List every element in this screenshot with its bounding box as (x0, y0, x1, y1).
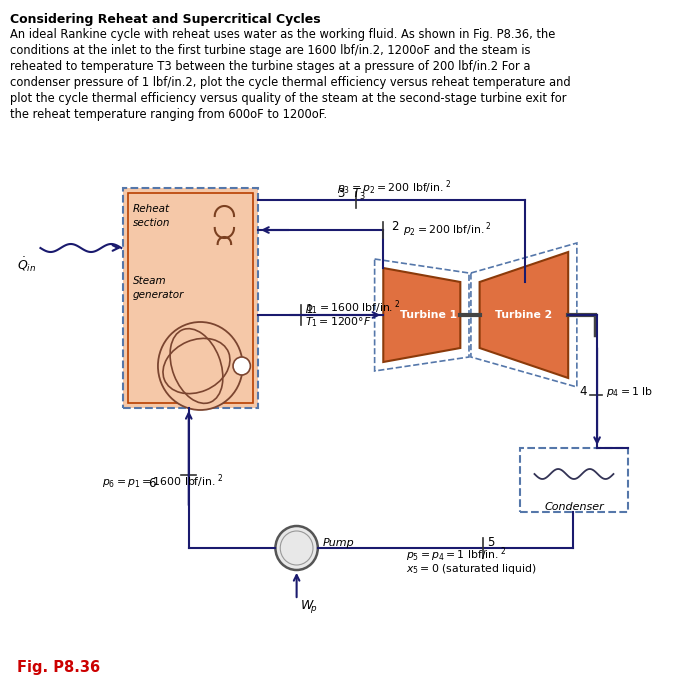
Text: $p_2 = 200\ \mathrm{lbf/in.}^2$: $p_2 = 200\ \mathrm{lbf/in.}^2$ (402, 220, 491, 238)
Text: condenser pressure of 1 lbf/in.2, plot the cycle thermal efficiency versus rehea: condenser pressure of 1 lbf/in.2, plot t… (10, 76, 570, 89)
Circle shape (158, 322, 243, 410)
Text: plot the cycle thermal efficiency versus quality of the steam at the second-stag: plot the cycle thermal efficiency versus… (10, 92, 566, 105)
Text: $\dot{Q}_{in}$: $\dot{Q}_{in}$ (18, 255, 36, 274)
Text: Fig. P8.36: Fig. P8.36 (18, 660, 101, 675)
Text: $p_4 = 1\ \mathrm{lb}$: $p_4 = 1\ \mathrm{lb}$ (606, 385, 653, 399)
Text: generator: generator (133, 290, 184, 300)
Text: Considering Reheat and Supercritical Cycles: Considering Reheat and Supercritical Cyc… (10, 13, 321, 26)
Text: $5$: $5$ (487, 536, 496, 549)
Text: Condenser: Condenser (544, 502, 604, 512)
Bar (520, 448, 628, 512)
Bar (123, 188, 258, 408)
Text: $p_6 = p_1 = 1600\ \mathrm{lbf/in.}^2$: $p_6 = p_1 = 1600\ \mathrm{lbf/in.}^2$ (102, 473, 223, 491)
Text: reheated to temperature T3 between the turbine stages at a pressure of 200 lbf/i: reheated to temperature T3 between the t… (10, 60, 530, 73)
Text: $3\ \ T_3$: $3\ \ T_3$ (337, 187, 366, 202)
Text: $W_{\!p}$: $W_{\!p}$ (300, 598, 318, 615)
Polygon shape (384, 268, 461, 362)
Text: Turbine 2: Turbine 2 (495, 310, 552, 320)
Text: the reheat temperature ranging from 600oF to 1200oF.: the reheat temperature ranging from 600o… (10, 108, 327, 121)
Text: Steam: Steam (133, 276, 167, 286)
Circle shape (233, 357, 251, 375)
Text: conditions at the inlet to the first turbine stage are 1600 lbf/in.2, 1200oF and: conditions at the inlet to the first tur… (10, 44, 530, 57)
Text: $p_5 = p_4 = 1\ \mathrm{lbf/in.}^2$: $p_5 = p_4 = 1\ \mathrm{lbf/in.}^2$ (407, 545, 507, 564)
Text: $T_1 = 1200°F$: $T_1 = 1200°F$ (305, 315, 372, 329)
Bar (128, 193, 253, 403)
Polygon shape (480, 252, 568, 378)
Text: Turbine 1: Turbine 1 (400, 310, 457, 320)
Text: Pump: Pump (323, 538, 354, 548)
Text: section: section (133, 218, 170, 228)
Circle shape (275, 526, 318, 570)
Text: $p_3 = p_2 = 200\ \mathrm{lbf/in.}^2$: $p_3 = p_2 = 200\ \mathrm{lbf/in.}^2$ (337, 178, 452, 197)
Text: $p_1 = 1600\ \mathrm{lbf/in.}^2$: $p_1 = 1600\ \mathrm{lbf/in.}^2$ (305, 298, 401, 317)
Text: An ideal Rankine cycle with reheat uses water as the working fluid. As shown in : An ideal Rankine cycle with reheat uses … (10, 28, 555, 41)
Text: $x_5 = 0\ \mathrm{(saturated\ liquid)}$: $x_5 = 0\ \mathrm{(saturated\ liquid)}$ (407, 562, 538, 576)
Text: $2$: $2$ (391, 220, 400, 233)
Text: Reheat: Reheat (133, 204, 170, 214)
Text: $4$: $4$ (579, 385, 587, 398)
Text: $6$: $6$ (148, 477, 157, 490)
Text: $1$: $1$ (305, 303, 314, 316)
